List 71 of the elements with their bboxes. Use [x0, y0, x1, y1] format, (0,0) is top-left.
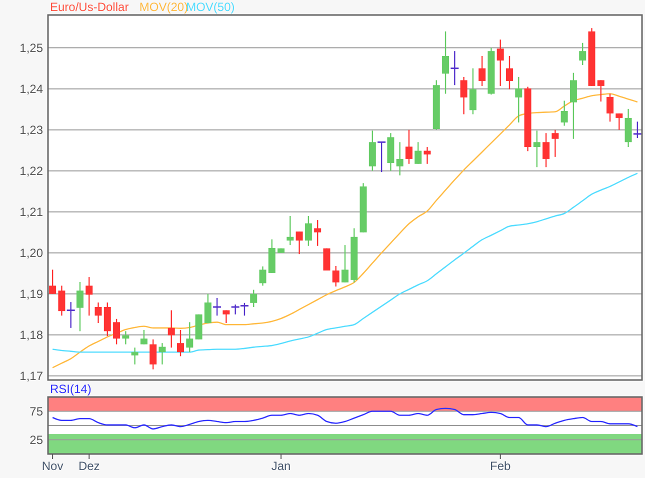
candlestick	[469, 68, 476, 115]
y-tick-label: 25	[30, 432, 44, 447]
candlestick	[186, 322, 194, 353]
text: MOV(20)	[139, 0, 188, 14]
candlestick	[378, 141, 386, 173]
line-series	[52, 408, 638, 430]
candlestick	[168, 310, 175, 348]
candlestick	[213, 297, 222, 316]
candlestick	[296, 230, 303, 255]
candlestick	[250, 289, 258, 308]
candlestick	[222, 310, 230, 324]
candlestick	[94, 302, 102, 324]
y-tick-label: 1,22	[20, 164, 44, 178]
y-tick-label: 75	[30, 404, 44, 418]
candlestick	[204, 293, 212, 324]
candlestick	[396, 142, 404, 176]
y-tick-label: 1,25	[20, 41, 44, 56]
candlestick	[122, 330, 130, 345]
candlestick	[496, 39, 504, 87]
candlestick	[140, 329, 148, 345]
candlestick	[478, 55, 486, 87]
candlestick	[314, 219, 322, 246]
candlestick	[259, 266, 266, 286]
candlestick	[177, 329, 184, 357]
text: MOV(50)	[186, 0, 235, 14]
candlestick	[424, 146, 431, 164]
y-tick-label: 1,20	[20, 246, 44, 260]
candlestick	[131, 347, 138, 366]
candlestick	[76, 281, 84, 332]
y-tick-label: 1,18	[20, 328, 44, 342]
y-tick-label: 1,23	[20, 123, 44, 138]
candlestick	[66, 301, 75, 329]
x-tick-label: Nov	[42, 459, 64, 473]
candlestick	[515, 76, 522, 124]
candlestick	[414, 142, 422, 164]
candlestick	[542, 132, 550, 168]
candlestick	[560, 100, 568, 126]
candlestick	[231, 304, 240, 315]
candlestick	[150, 338, 157, 370]
candlestick	[570, 72, 577, 140]
y-tick-label: 1,17	[20, 369, 44, 384]
y-tick-label: 1,24	[20, 82, 44, 96]
candlestick	[86, 276, 93, 316]
candlestick	[405, 129, 412, 164]
candlestick	[332, 265, 340, 288]
candlestick	[606, 93, 614, 122]
candlestick	[158, 342, 166, 366]
candlestick	[304, 215, 312, 246]
text: Euro/Us-Dollar	[50, 0, 129, 14]
candlestick	[58, 285, 66, 316]
x-tick-label: Jan	[271, 459, 291, 473]
candlestick	[286, 215, 294, 246]
candlestick	[552, 129, 559, 158]
candlestick	[240, 302, 248, 316]
candlestick	[49, 269, 56, 294]
candlestick	[506, 55, 513, 90]
candlestick	[533, 130, 540, 168]
x-tick-label: Dez	[78, 459, 100, 473]
candlestick	[579, 42, 586, 66]
candlestick	[442, 30, 450, 94]
candlestick	[342, 244, 348, 283]
candlestick	[597, 80, 604, 102]
candlestick	[633, 121, 642, 139]
y-tick-label: 1,19	[20, 287, 44, 302]
series-label: RSI(14)	[50, 382, 92, 396]
candlestick	[616, 112, 623, 130]
y-tick-label: 1,21	[20, 205, 44, 220]
candlestick	[460, 76, 468, 115]
candlestick	[113, 318, 120, 345]
x-tick-label: Feb	[490, 459, 512, 473]
candlestick	[450, 50, 459, 86]
